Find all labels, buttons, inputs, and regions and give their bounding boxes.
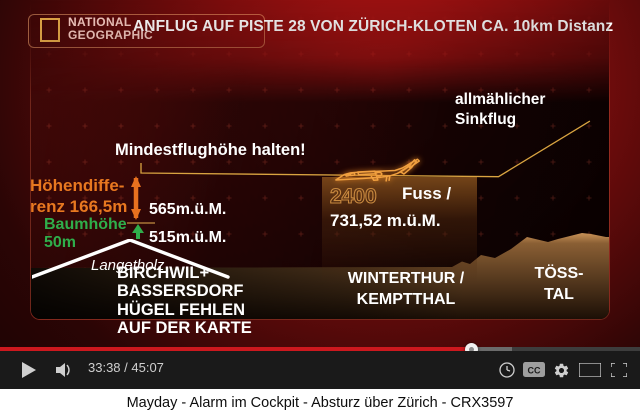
svg-text:CC: CC [528, 365, 541, 375]
